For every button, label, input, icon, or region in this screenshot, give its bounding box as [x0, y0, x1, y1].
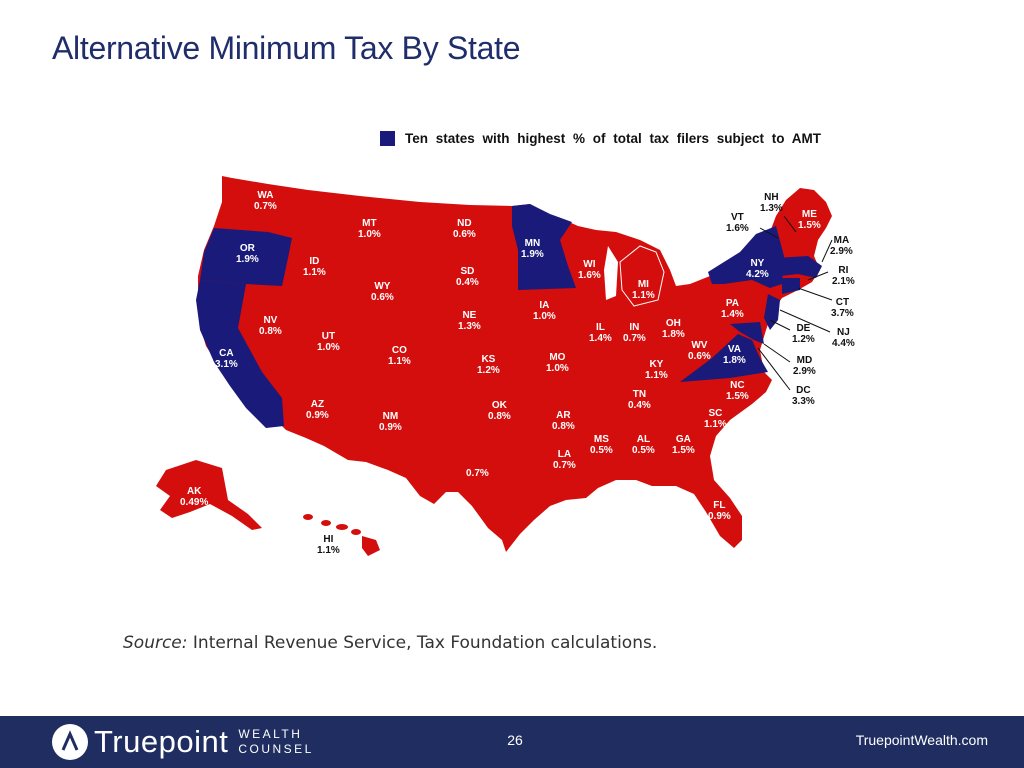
- state-label-hi: HI 1.1%: [317, 534, 340, 556]
- page-number: 26: [507, 732, 523, 748]
- state-label-sd: SD 0.4%: [456, 266, 479, 288]
- state-label-mi: MI 1.1%: [632, 279, 655, 301]
- state-label-ky: KY 1.1%: [645, 359, 668, 381]
- state-label-wa: WA 0.7%: [254, 190, 277, 212]
- state-label-nh: NH 1.3%: [760, 192, 783, 214]
- logo-wordmark: Truepoint: [94, 724, 229, 759]
- state-label-va: VA 1.8%: [723, 344, 746, 366]
- state-label-sc: SC 1.1%: [704, 408, 727, 430]
- state-label-ks: KS 1.2%: [477, 354, 500, 376]
- state-label-nd: ND 0.6%: [453, 218, 476, 240]
- truepoint-logo: Truepoint WEALTH COUNSEL: [52, 724, 314, 760]
- lake-michigan-shape: [604, 246, 618, 300]
- state-shape-md: [730, 322, 764, 344]
- state-label-ma: MA 2.9%: [830, 235, 853, 257]
- state-label-az: AZ 0.9%: [306, 399, 329, 421]
- map-legend: Ten states with highest % of total tax f…: [380, 131, 821, 146]
- source-text: Internal Revenue Service, Tax Foundation…: [192, 633, 658, 653]
- state-label-la: LA 0.7%: [553, 449, 576, 471]
- state-shape-nj: [764, 294, 780, 330]
- state-shape-ct: [782, 278, 800, 294]
- state-label-ga: GA 1.5%: [672, 434, 695, 456]
- state-label-md: MD 2.9%: [793, 355, 816, 377]
- state-label-ri: RI 2.1%: [832, 265, 855, 287]
- state-label-vt: VT 1.6%: [726, 212, 749, 234]
- state-label-ct: CT 3.7%: [831, 297, 854, 319]
- state-label-nm: NM 0.9%: [379, 411, 402, 433]
- state-label-co: CO 1.1%: [388, 345, 411, 367]
- state-label-ne: NE 1.3%: [458, 310, 481, 332]
- state-label-ms: MS 0.5%: [590, 434, 613, 456]
- logo-subtitle: WEALTH COUNSEL: [238, 727, 314, 756]
- state-label-al: AL 0.5%: [632, 434, 655, 456]
- state-shape-va: [680, 334, 768, 382]
- state-label-wi: WI 1.6%: [578, 259, 601, 281]
- state-label-de: DE 1.2%: [792, 323, 815, 345]
- legend-text: Ten states with highest % of total tax f…: [405, 131, 822, 146]
- state-label-or: OR 1.9%: [236, 243, 259, 265]
- us-mainland-shape: [198, 176, 832, 552]
- us-map: [156, 176, 833, 556]
- state-label-fl: FL 0.9%: [708, 500, 731, 522]
- state-shape-ak: [156, 460, 262, 530]
- state-label-wv: WV 0.6%: [688, 340, 711, 362]
- state-shape-ca: [196, 280, 284, 428]
- source-label: Source:: [123, 633, 188, 653]
- source-note: Source: Internal Revenue Service, Tax Fo…: [123, 633, 657, 653]
- state-label-ok: OK 0.8%: [488, 400, 511, 422]
- state-shape-ma: [776, 256, 822, 278]
- state-label-dc: DC 3.3%: [792, 385, 815, 407]
- state-label-mt: MT 1.0%: [358, 218, 381, 240]
- state-label-ca: CA 3.1%: [215, 348, 238, 370]
- michigan-peninsula-shape: [619, 245, 665, 307]
- state-label-nv: NV 0.8%: [259, 315, 282, 337]
- logo-mark-icon: [52, 724, 88, 760]
- state-label-tn: TN 0.4%: [628, 389, 651, 411]
- state-label-id: ID 1.1%: [303, 256, 326, 278]
- state-shape-ny: [708, 226, 784, 288]
- state-shape-hi: [303, 514, 380, 556]
- state-label-wy: WY 0.6%: [371, 281, 394, 303]
- state-label-nj: NJ 4.4%: [832, 327, 855, 349]
- slide-title: Alternative Minimum Tax By State: [52, 30, 521, 66]
- state-shape-or: [200, 228, 292, 286]
- state-label-ia: IA 1.0%: [533, 300, 556, 322]
- state-label-mn: MN 1.9%: [521, 238, 544, 260]
- footer-bar: Truepoint WEALTH COUNSEL 26 TruepointWea…: [0, 716, 1024, 768]
- leader-lines: [757, 215, 833, 391]
- state-label-oh: OH 1.8%: [662, 318, 685, 340]
- state-label-in: IN 0.7%: [623, 322, 646, 344]
- state-label-pa: PA 1.4%: [721, 298, 744, 320]
- state-label-il: IL 1.4%: [589, 322, 612, 344]
- website-link[interactable]: TruepointWealth.com: [855, 732, 988, 748]
- state-label-ak: AK 0.49%: [180, 486, 209, 508]
- legend-swatch: [380, 131, 395, 146]
- state-label-ut: UT 1.0%: [317, 331, 340, 353]
- state-shape-mn: [512, 204, 576, 290]
- state-label-nc: NC 1.5%: [726, 380, 749, 402]
- state-label-tx: 0.7%: [466, 468, 489, 479]
- state-label-mo: MO 1.0%: [546, 352, 569, 374]
- state-label-ar: AR 0.8%: [552, 410, 575, 432]
- state-label-me: ME 1.5%: [798, 209, 821, 231]
- state-label-ny: NY 4.2%: [746, 258, 769, 280]
